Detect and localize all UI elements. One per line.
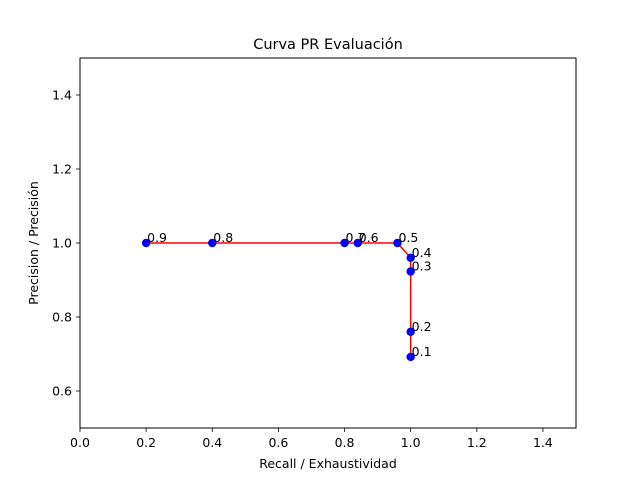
x-tick-label: 1.0 — [401, 435, 421, 450]
x-axis-label: Recall / Exhaustividad — [259, 456, 397, 471]
data-point — [406, 253, 415, 262]
data-point — [208, 238, 217, 248]
data-point — [406, 267, 415, 276]
point-label: 0.4 — [412, 245, 432, 260]
data-point — [406, 352, 415, 362]
point-label: 0.6 — [359, 230, 379, 245]
y-axis-label: Precision / Precisión — [26, 181, 41, 305]
y-tick-label: 0.6 — [52, 384, 72, 399]
x-tick-label: 1.4 — [533, 435, 553, 450]
x-tick-label: 1.2 — [467, 435, 487, 450]
x-tick-label: 0.0 — [70, 435, 90, 450]
data-point — [406, 327, 415, 336]
x-tick-label: 0.6 — [268, 435, 288, 450]
x-tick-label: 0.2 — [136, 435, 156, 450]
plot-area: 0.9 0.8 0.70.6 0.50.40.30.20.1 — [141, 230, 432, 362]
point-label: 0.2 — [412, 319, 432, 334]
point-label: 0.3 — [412, 258, 432, 273]
y-tick-label: 0.8 — [52, 310, 72, 325]
x-tick-label: 0.4 — [202, 435, 222, 450]
x-tick-label: 0.8 — [335, 435, 355, 450]
y-tick-label: 1.2 — [52, 162, 72, 177]
chart-title: Curva PR Evaluación — [253, 37, 403, 53]
data-point — [340, 238, 349, 248]
data-point — [353, 238, 362, 248]
data-point — [141, 238, 151, 248]
y-tick-label: 1.4 — [52, 88, 72, 103]
point-label: 0.9 — [147, 230, 167, 245]
point-label: 0.8 — [213, 230, 233, 245]
axis-ticks: 0.0 0.2 0.4 0.6 0.8 1.0 1.2 1.4 0.6 0.8 1.0 1.2 1.4 — [52, 88, 553, 451]
y-tick-label: 1.0 — [52, 236, 72, 251]
point-label: 0.1 — [412, 344, 432, 359]
data-point — [393, 238, 402, 248]
point-label: 0.5 — [398, 230, 418, 245]
